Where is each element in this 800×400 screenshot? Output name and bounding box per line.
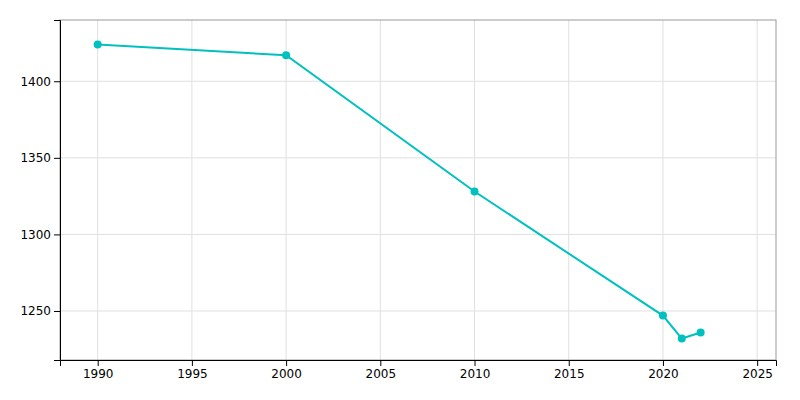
grid-line-x xyxy=(380,20,381,360)
tick-label: 1350 xyxy=(20,151,51,165)
tick-label: 1990 xyxy=(83,367,114,381)
tick-mark xyxy=(98,360,99,366)
point xyxy=(659,312,667,320)
tick-label: 1400 xyxy=(20,75,51,89)
point xyxy=(678,335,686,343)
tick-mark xyxy=(54,81,60,82)
grid-line-x xyxy=(662,20,663,360)
tick-label: 2000 xyxy=(271,367,302,381)
tick-label: 2005 xyxy=(366,367,397,381)
grid xyxy=(60,20,776,360)
y-tick: 1350 xyxy=(20,151,60,165)
grid-line-y xyxy=(60,310,776,311)
tick-mark xyxy=(54,311,60,312)
y-tick: 1250 xyxy=(20,304,60,318)
tick-label: 1995 xyxy=(177,367,208,381)
grid-line-y xyxy=(60,157,776,158)
x-tick: 2005 xyxy=(366,360,397,381)
tick-mark xyxy=(380,360,381,366)
x-tick: 2025 xyxy=(742,360,773,381)
grid-line-y xyxy=(60,234,776,235)
tick-label: 2015 xyxy=(554,367,585,381)
plot-area: 1990 1995 2000 2005 2010 2015 2020 2025 1250 1300… xyxy=(20,20,776,381)
tick-label: 2025 xyxy=(742,367,773,381)
grid-line-x xyxy=(568,20,569,360)
axis-line xyxy=(54,21,61,361)
tick-mark xyxy=(54,234,60,235)
tick-mark xyxy=(54,158,60,159)
tick-mark xyxy=(757,360,758,366)
x-tick: 2015 xyxy=(554,360,585,381)
tick-mark xyxy=(192,360,193,366)
tick-label: 2010 xyxy=(460,367,491,381)
grid-line-x xyxy=(97,20,98,360)
line xyxy=(98,45,701,339)
x-tick: 1995 xyxy=(177,360,208,381)
x-axis: 1990 1995 2000 2005 2010 2015 2020 2025 xyxy=(61,360,777,381)
grid-line-x xyxy=(286,20,287,360)
plot-frame xyxy=(60,20,776,360)
data-marks xyxy=(94,41,705,343)
tick-label: 1300 xyxy=(20,228,51,242)
grid-line-x xyxy=(191,20,192,360)
tick-label: 1250 xyxy=(20,304,51,318)
grid-line-x xyxy=(757,20,758,360)
tick-label: 2020 xyxy=(648,367,679,381)
point xyxy=(697,328,705,336)
x-tick: 2010 xyxy=(460,360,491,381)
y-tick: 1300 xyxy=(20,228,60,242)
tick-mark xyxy=(569,360,570,366)
tick-mark xyxy=(475,360,476,366)
chart: 1990 1995 2000 2005 2010 2015 2020 2025 1250 1300… xyxy=(0,0,800,400)
point xyxy=(471,188,479,196)
y-axis: 1250 1300 1350 1400 xyxy=(20,21,60,361)
point xyxy=(282,51,290,59)
y-tick: 1400 xyxy=(20,75,60,89)
x-tick: 1990 xyxy=(83,360,114,381)
tick-mark xyxy=(286,360,287,366)
x-tick: 2000 xyxy=(271,360,302,381)
axis-line xyxy=(61,361,777,367)
tick-mark xyxy=(663,360,664,366)
grid-line-y xyxy=(60,81,776,82)
point xyxy=(94,41,102,49)
x-tick: 2020 xyxy=(648,360,679,381)
